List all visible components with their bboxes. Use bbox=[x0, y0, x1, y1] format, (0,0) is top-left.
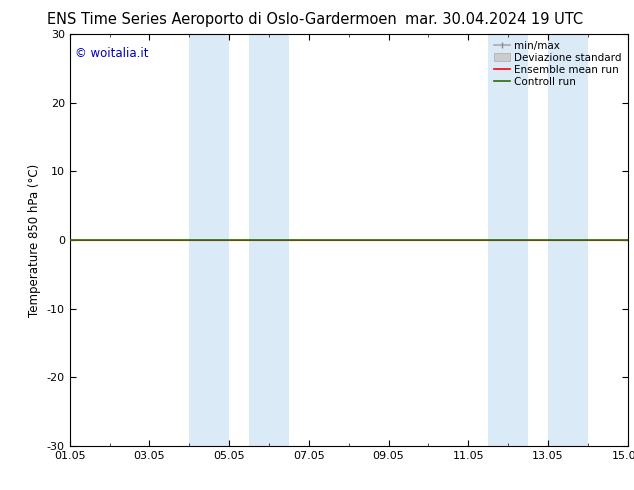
Text: mar. 30.04.2024 19 UTC: mar. 30.04.2024 19 UTC bbox=[406, 12, 583, 27]
Text: ENS Time Series Aeroporto di Oslo-Gardermoen: ENS Time Series Aeroporto di Oslo-Garder… bbox=[47, 12, 397, 27]
Text: © woitalia.it: © woitalia.it bbox=[75, 47, 149, 60]
Bar bbox=[548, 34, 588, 446]
Legend: min/max, Deviazione standard, Ensemble mean run, Controll run: min/max, Deviazione standard, Ensemble m… bbox=[491, 37, 624, 90]
Bar bbox=[488, 34, 528, 446]
Y-axis label: Temperature 850 hPa (°C): Temperature 850 hPa (°C) bbox=[28, 164, 41, 317]
Bar bbox=[190, 34, 229, 446]
Bar bbox=[249, 34, 289, 446]
